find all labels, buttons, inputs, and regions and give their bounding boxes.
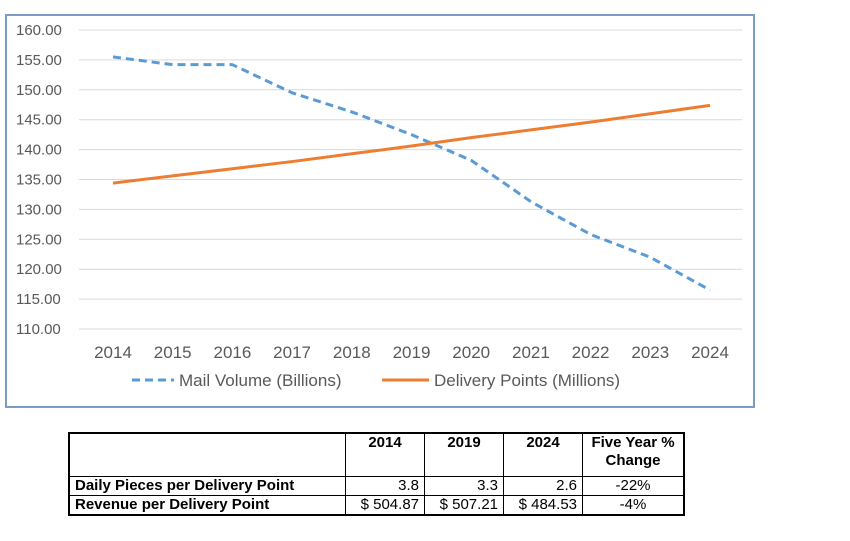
x-tick-label: 2023 <box>631 343 669 362</box>
y-axis-ticks: 160.00 155.00 150.00 145.00 140.00 135.00 130.… <box>16 22 62 338</box>
table-header-blank <box>68 432 346 477</box>
x-tick-label: 2016 <box>213 343 251 362</box>
gridlines <box>79 29 742 330</box>
x-tick-label: 2020 <box>452 343 490 362</box>
table-cell: 2.6 <box>503 476 583 496</box>
series-lines <box>112 55 711 292</box>
y-tick-label: 110.00 <box>16 321 61 338</box>
line-chart: 160.00 155.00 150.00 145.00 140.00 135.00 130.… <box>16 22 742 390</box>
y-tick-label: 120.00 <box>16 261 62 278</box>
row-label: Daily Pieces per Delivery Point <box>68 476 346 496</box>
table-cell: 3.8 <box>345 476 425 496</box>
x-tick-label: 2018 <box>333 343 371 362</box>
data-table: 2014 2019 2024 Five Year % Change Daily … <box>68 432 685 516</box>
y-tick-label: 160.00 <box>16 22 62 39</box>
x-tick-label: 2022 <box>572 343 610 362</box>
y-tick-label: 145.00 <box>16 112 62 129</box>
row-label: Revenue per Delivery Point <box>68 495 346 516</box>
legend: Mail Volume (Billions) Delivery Points (M… <box>132 371 620 390</box>
y-tick-label: 130.00 <box>16 201 62 218</box>
y-tick-label: 125.00 <box>16 231 62 248</box>
x-tick-label: 2019 <box>393 343 431 362</box>
table-header-row: 2014 2019 2024 Five Year % Change <box>68 432 685 477</box>
table-cell: $ 484.53 <box>503 495 583 516</box>
x-axis-ticks: 2014 2015 2016 2017 2018 2019 2020 2021 2022 2023… <box>94 343 729 362</box>
series-line-mail-volume <box>112 55 711 292</box>
table-cell: $ 504.87 <box>345 495 425 516</box>
x-tick-label: 2024 <box>691 343 729 362</box>
y-tick-label: 140.00 <box>16 142 62 159</box>
table-cell-change: -4% <box>582 495 685 516</box>
table-header-2024: 2024 <box>503 432 583 477</box>
x-tick-label: 2017 <box>273 343 311 362</box>
x-tick-label: 2021 <box>512 343 550 362</box>
table-row: Daily Pieces per Delivery Point 3.8 3.3 … <box>68 476 685 496</box>
legend-label: Mail Volume (Billions) <box>179 371 342 390</box>
y-tick-label: 155.00 <box>16 52 62 69</box>
table-row: Revenue per Delivery Point $ 504.87 $ 50… <box>68 495 685 516</box>
table-cell-change: -22% <box>582 476 685 496</box>
table-cell: 3.3 <box>424 476 504 496</box>
y-tick-label: 135.00 <box>16 172 62 189</box>
table-cell: $ 507.21 <box>424 495 504 516</box>
x-tick-label: 2015 <box>154 343 192 362</box>
y-tick-label: 115.00 <box>16 291 61 308</box>
legend-label: Delivery Points (Millions) <box>434 371 620 390</box>
chart-frame: 160.00 155.00 150.00 145.00 140.00 135.00 130.… <box>5 14 755 408</box>
table-header-2019: 2019 <box>424 432 504 477</box>
y-tick-label: 150.00 <box>16 82 62 99</box>
table-header-change: Five Year % Change <box>582 432 685 477</box>
table-header-2014: 2014 <box>345 432 425 477</box>
series-line-delivery-points <box>112 103 711 185</box>
x-tick-label: 2014 <box>94 343 132 362</box>
